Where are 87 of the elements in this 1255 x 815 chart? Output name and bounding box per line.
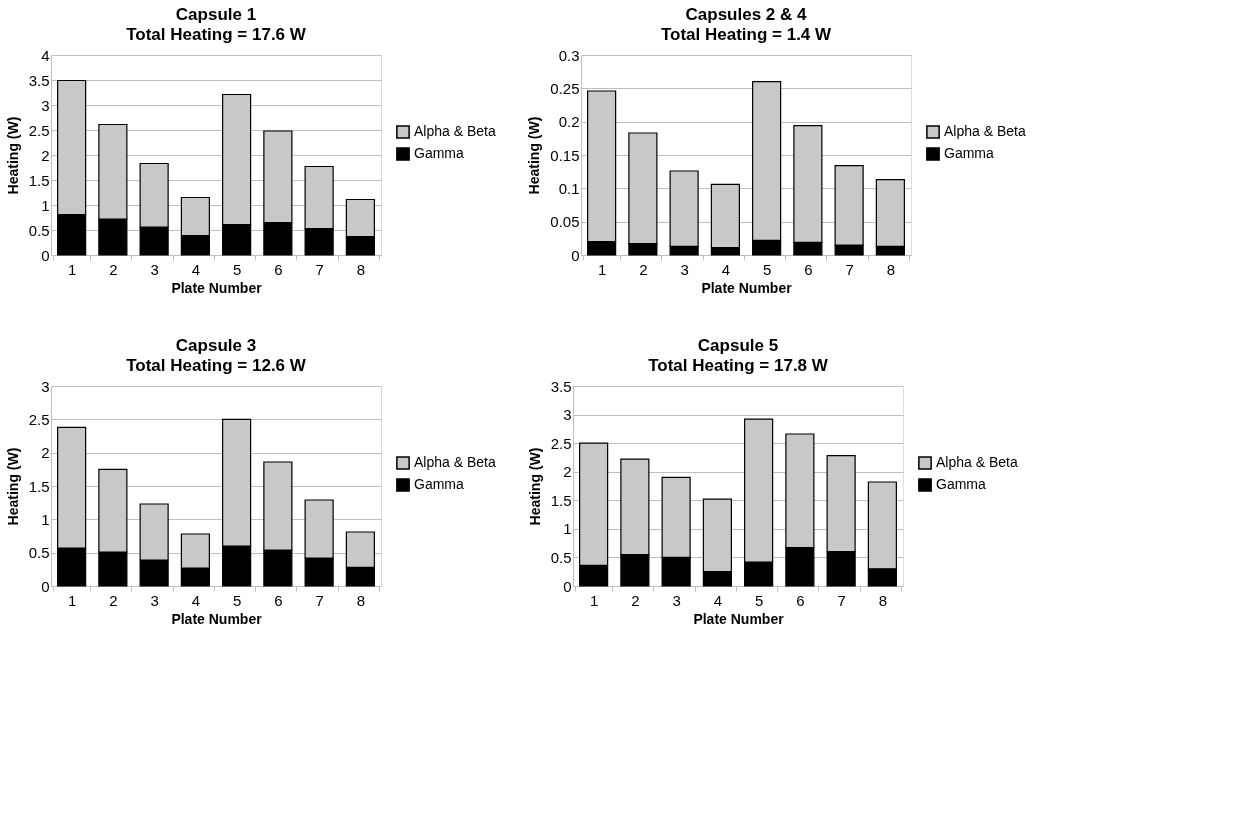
y-tick-label: 0 bbox=[41, 246, 50, 264]
legend-label: Alpha & Beta bbox=[936, 454, 1018, 470]
legend-label: Gamma bbox=[414, 145, 464, 161]
x-tick-label: 7 bbox=[315, 260, 324, 278]
x-tick-label: 5 bbox=[232, 591, 242, 609]
x-axis-title: Plate Number bbox=[701, 279, 793, 296]
y-tick-label: 2.5 bbox=[28, 410, 50, 428]
y-tick-label: 0.5 bbox=[28, 544, 50, 562]
y-tick-label: 2.5 bbox=[550, 434, 572, 452]
y-tick-label: 2 bbox=[41, 146, 50, 164]
x-tick-label: 2 bbox=[631, 591, 640, 609]
y-tick-label: 3 bbox=[563, 406, 572, 424]
x-tick-label: 1 bbox=[67, 260, 77, 278]
x-tick-label: 5 bbox=[754, 591, 764, 609]
y-tick-label: 0 bbox=[571, 246, 580, 264]
y-tick-label: 0.15 bbox=[550, 146, 580, 164]
y-tick-label: 1 bbox=[41, 196, 50, 214]
x-tick-label: 2 bbox=[109, 260, 118, 278]
x-tick-label: 4 bbox=[721, 260, 731, 278]
x-tick-label: 3 bbox=[680, 260, 689, 278]
chart-subtitle: Total Heating = 17.6 W bbox=[126, 25, 307, 44]
chart-subtitle: Total Heating = 1.4 W bbox=[660, 25, 833, 44]
y-tick-label: 0 bbox=[563, 577, 572, 595]
x-axis-title: Plate Number bbox=[171, 279, 263, 296]
y-tick-label: 4 bbox=[41, 46, 50, 64]
y-tick-label: 1 bbox=[563, 520, 572, 538]
x-axis-title: Plate Number bbox=[171, 610, 263, 627]
x-tick-label: 3 bbox=[150, 260, 159, 278]
y-axis-title: Heating (W) bbox=[526, 116, 543, 195]
y-tick-label: 0.1 bbox=[558, 179, 580, 197]
y-tick-label: 3 bbox=[41, 96, 50, 114]
chart-title: Capsules 2 & 4 bbox=[685, 5, 808, 24]
y-tick-label: 1 bbox=[41, 510, 50, 528]
chart-title: Capsule 1 bbox=[175, 5, 257, 24]
legend-label: Alpha & Beta bbox=[414, 454, 496, 470]
legend-label: Gamma bbox=[414, 476, 464, 492]
x-tick-label: 7 bbox=[845, 260, 854, 278]
legend-label: Alpha & Beta bbox=[414, 123, 496, 139]
y-tick-label: 1.5 bbox=[550, 491, 572, 509]
legend-label: Gamma bbox=[944, 145, 994, 161]
x-tick-label: 1 bbox=[67, 591, 77, 609]
y-axis-title: Heating (W) bbox=[4, 116, 21, 195]
x-tick-label: 8 bbox=[356, 591, 366, 609]
x-axis-title: Plate Number bbox=[693, 610, 785, 627]
y-tick-label: 3.5 bbox=[550, 377, 572, 395]
y-tick-label: 0.05 bbox=[550, 213, 580, 231]
x-tick-label: 4 bbox=[713, 591, 723, 609]
chart-title: Capsule 5 bbox=[697, 336, 779, 355]
legend-label: Alpha & Beta bbox=[944, 123, 1026, 139]
y-tick-label: 0 bbox=[41, 577, 50, 595]
legend-label: Gamma bbox=[936, 476, 986, 492]
x-tick-label: 4 bbox=[191, 591, 201, 609]
y-tick-label: 0.2 bbox=[558, 113, 580, 131]
y-tick-label: 0.5 bbox=[28, 221, 50, 239]
x-tick-label: 4 bbox=[191, 260, 201, 278]
x-tick-label: 1 bbox=[589, 591, 599, 609]
x-tick-label: 2 bbox=[109, 591, 118, 609]
x-tick-label: 6 bbox=[274, 591, 283, 609]
x-tick-label: 6 bbox=[274, 260, 283, 278]
y-tick-label: 2.5 bbox=[28, 121, 50, 139]
y-axis-title: Heating (W) bbox=[4, 447, 21, 526]
x-tick-label: 5 bbox=[232, 260, 242, 278]
x-tick-label: 3 bbox=[150, 591, 159, 609]
chart-subtitle: Total Heating = 17.8 W bbox=[648, 356, 829, 375]
y-tick-label: 2 bbox=[563, 463, 572, 481]
x-tick-label: 8 bbox=[878, 591, 888, 609]
y-tick-label: 3.5 bbox=[28, 71, 50, 89]
x-tick-label: 6 bbox=[804, 260, 813, 278]
x-tick-label: 6 bbox=[796, 591, 805, 609]
y-tick-label: 1.5 bbox=[28, 171, 50, 189]
x-tick-label: 1 bbox=[597, 260, 607, 278]
x-tick-label: 7 bbox=[837, 591, 846, 609]
x-tick-label: 5 bbox=[762, 260, 772, 278]
x-tick-label: 7 bbox=[315, 591, 324, 609]
chart-title: Capsule 3 bbox=[175, 336, 257, 355]
y-tick-label: 0.25 bbox=[550, 79, 580, 97]
y-tick-label: 0.3 bbox=[558, 46, 580, 64]
chart-subtitle: Total Heating = 12.6 W bbox=[126, 356, 307, 375]
y-tick-label: 1.5 bbox=[28, 477, 50, 495]
y-axis-title: Heating (W) bbox=[526, 447, 543, 526]
x-tick-label: 3 bbox=[672, 591, 681, 609]
y-tick-label: 3 bbox=[41, 377, 50, 395]
y-tick-label: 2 bbox=[41, 444, 50, 462]
x-tick-label: 2 bbox=[639, 260, 648, 278]
x-tick-label: 8 bbox=[886, 260, 896, 278]
x-tick-label: 8 bbox=[356, 260, 366, 278]
y-tick-label: 0.5 bbox=[550, 548, 572, 566]
